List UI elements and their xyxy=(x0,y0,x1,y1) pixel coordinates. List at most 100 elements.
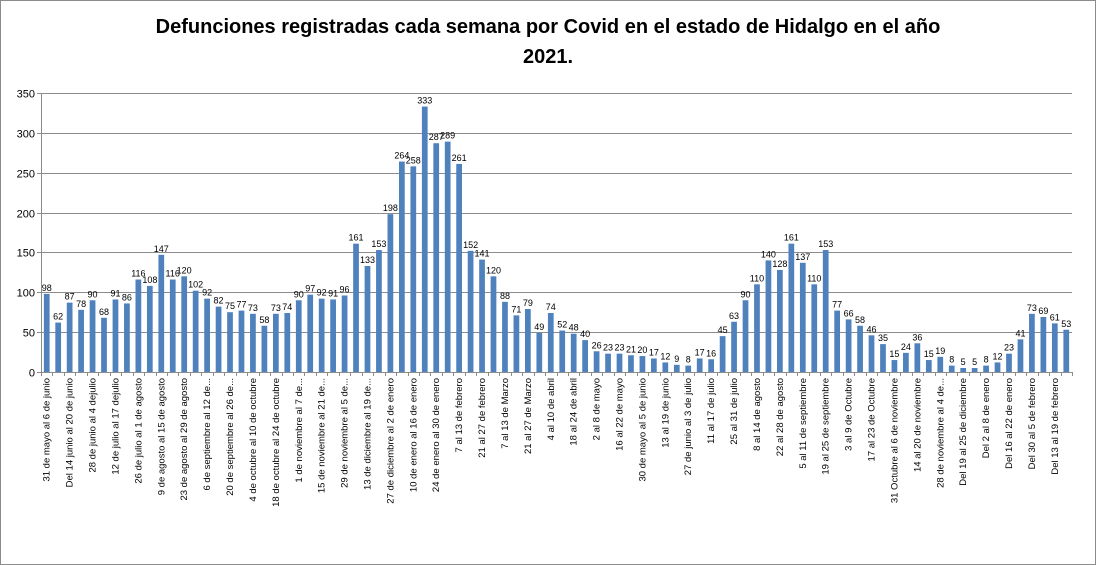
data-label: 92 xyxy=(202,288,212,298)
bar xyxy=(616,353,623,372)
data-label: 48 xyxy=(569,323,579,333)
data-label: 23 xyxy=(615,343,625,353)
x-tick-label: 25 al 31 de julio xyxy=(729,378,740,445)
bar xyxy=(868,335,875,372)
data-label: 66 xyxy=(844,308,854,318)
data-label: 74 xyxy=(282,302,292,312)
x-tick-label: Del 19 al 25 de diciembre xyxy=(958,378,969,486)
y-tick-label: 350 xyxy=(17,89,35,101)
bar xyxy=(582,340,588,372)
data-label: 20 xyxy=(637,345,647,355)
data-label: 46 xyxy=(867,324,877,334)
y-tick-label: 250 xyxy=(17,169,35,181)
bar xyxy=(1006,353,1012,372)
x-tick-label: 14 al 20 de noviembre xyxy=(912,378,923,472)
bar xyxy=(284,313,291,372)
data-label: 86 xyxy=(122,292,132,302)
x-tick-label: Del 2 al 8 de enero xyxy=(981,378,992,458)
data-label: 264 xyxy=(394,151,409,161)
bar xyxy=(673,364,680,372)
bar xyxy=(467,250,474,372)
bar xyxy=(307,294,314,372)
data-label: 287 xyxy=(429,132,444,142)
data-label: 40 xyxy=(580,329,590,339)
bar xyxy=(341,295,348,372)
bar xyxy=(250,313,256,372)
data-label: 82 xyxy=(214,296,224,306)
x-tick-label: 21 al 27 de febrero xyxy=(477,378,488,458)
data-label: 15 xyxy=(889,349,899,359)
bar xyxy=(444,141,451,372)
bar xyxy=(318,298,325,372)
bar xyxy=(547,313,554,372)
bar xyxy=(295,300,302,372)
bar xyxy=(398,161,405,372)
data-label: 147 xyxy=(154,244,169,254)
data-label: 58 xyxy=(855,315,865,325)
data-label: 16 xyxy=(706,348,716,358)
bar xyxy=(593,351,600,372)
x-tick-label: 12 de julio al 17 dejulio xyxy=(110,378,121,475)
data-label: 12 xyxy=(660,351,670,361)
bar xyxy=(662,362,669,372)
data-label: 75 xyxy=(225,301,235,311)
bar xyxy=(696,358,703,372)
x-tick-label: 23 de agosto al 29 de agosto xyxy=(179,378,190,501)
bar xyxy=(960,368,967,372)
bar xyxy=(456,163,462,372)
bars xyxy=(43,106,1070,373)
data-label: 19 xyxy=(935,346,945,356)
x-tick-label: 27 de junio al 3 de julio xyxy=(683,378,694,475)
data-label: 141 xyxy=(475,249,490,259)
data-label: 128 xyxy=(772,259,787,269)
y-axis: 0 50 100 150 200 250 300 350 xyxy=(17,89,42,380)
data-label: 73 xyxy=(271,303,281,313)
y-tick-label: 150 xyxy=(17,248,35,260)
data-label: 161 xyxy=(349,233,364,243)
x-tick-label: Del 14 junio al 20 de junio xyxy=(65,378,76,487)
x-tick-label: 28 de noviembre al 4 de... xyxy=(935,378,946,488)
data-label: 35 xyxy=(878,333,888,343)
data-label: 137 xyxy=(795,252,810,262)
x-tick-label: 24 de enero al 30 de enero xyxy=(431,378,442,492)
bar xyxy=(628,355,634,372)
data-label: 90 xyxy=(294,289,304,299)
data-label: 116 xyxy=(131,269,145,279)
data-label: 21 xyxy=(626,344,636,354)
bar xyxy=(570,333,577,372)
x-tick-label: 27 de diciembre al 2 de enero xyxy=(385,378,396,504)
x-tick-label: 10 de enero al 16 de enero xyxy=(408,378,419,492)
x-tick-label: 7 al 13 de Marzo xyxy=(500,378,511,449)
bar xyxy=(43,293,50,372)
bar xyxy=(880,344,886,372)
data-label: 96 xyxy=(340,284,350,294)
bar xyxy=(983,365,989,372)
data-label: 87 xyxy=(65,292,75,302)
bar xyxy=(834,310,841,372)
data-label: 23 xyxy=(603,343,613,353)
data-label: 9 xyxy=(674,354,679,364)
x-tick-label: 30 de mayo al 5 de junio xyxy=(637,378,648,482)
data-label: 36 xyxy=(912,332,922,342)
bar xyxy=(788,243,795,372)
data-label: 15 xyxy=(924,349,934,359)
x-tick-label: 2 al 8 de mayo xyxy=(592,378,603,440)
data-label: 69 xyxy=(1038,306,1048,316)
data-label: 77 xyxy=(236,300,246,310)
data-label: 133 xyxy=(360,255,375,265)
data-label: 58 xyxy=(259,315,269,325)
data-label: 90 xyxy=(88,289,98,299)
bar xyxy=(651,358,657,372)
x-tick-label: 16 al 22 de mayo xyxy=(615,378,626,451)
bar xyxy=(66,302,73,372)
x-tick-label: 18 de octubre al 24 de octubre xyxy=(271,378,282,507)
bar xyxy=(639,356,646,372)
bar xyxy=(799,262,806,372)
data-label: 120 xyxy=(486,265,501,275)
bar xyxy=(55,322,62,372)
data-label: 62 xyxy=(53,312,63,322)
bar xyxy=(731,321,737,372)
gridlines xyxy=(41,93,1072,333)
